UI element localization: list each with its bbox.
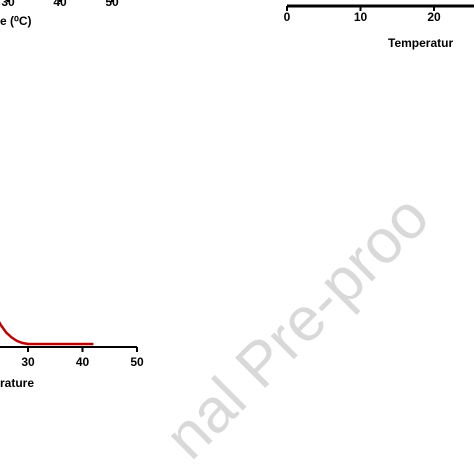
x-tick-label: 40	[76, 355, 90, 369]
x-axis-label: Temperatur	[388, 36, 453, 50]
x-axis-label: e (⁰C)	[0, 14, 31, 28]
x-tick-label: 50	[130, 355, 144, 369]
x-tick-label: 30	[1, 0, 15, 9]
watermark: nal Pre-proo	[152, 182, 442, 472]
x-axis-label: rature	[0, 376, 34, 390]
x-tick-label: 30	[21, 355, 35, 369]
x-tick-label: 10	[354, 10, 368, 24]
x-tick-label: 20	[427, 10, 441, 24]
x-tick-label: 50	[105, 0, 119, 9]
x-tick-label: 0	[284, 10, 291, 24]
data-line	[0, 320, 94, 346]
x-tick-label: 40	[53, 0, 67, 9]
